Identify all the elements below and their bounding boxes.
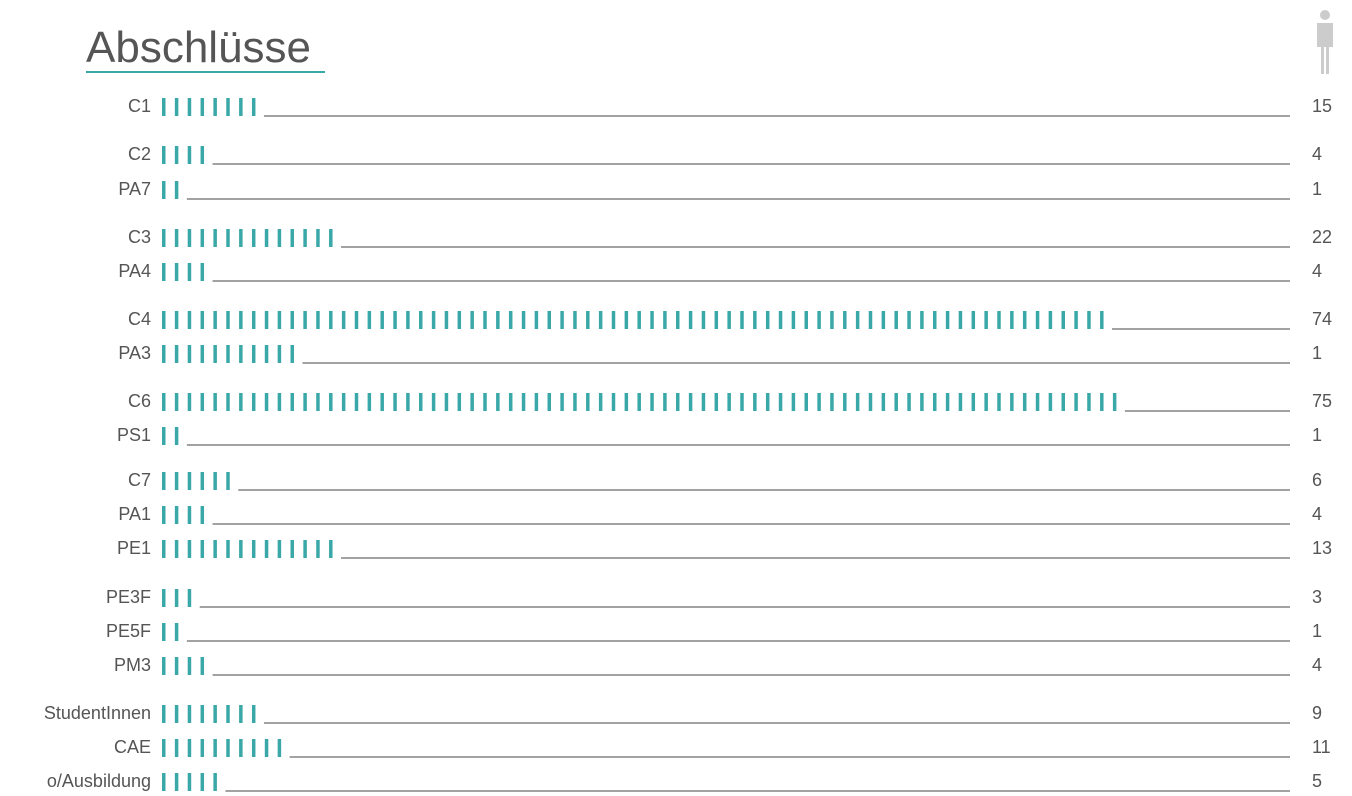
tally-bar <box>162 589 192 607</box>
row-label: CAE <box>114 737 151 757</box>
row-value: 3 <box>1312 587 1322 607</box>
row-label: PS1 <box>117 425 151 445</box>
tally-bar <box>162 657 205 675</box>
row-value: 6 <box>1312 470 1322 490</box>
tally-bar <box>162 427 179 445</box>
tally-bar <box>162 345 294 363</box>
row-value: 1 <box>1312 621 1322 641</box>
row-value: 1 <box>1312 179 1322 199</box>
row-label: C2 <box>128 144 151 164</box>
row-value: 15 <box>1312 96 1332 116</box>
row-value: 4 <box>1312 504 1322 524</box>
row-label: PM3 <box>114 655 151 675</box>
tally-bar <box>162 773 217 791</box>
tally-bar <box>162 393 1117 411</box>
row-value: 4 <box>1312 261 1322 281</box>
row-value: 4 <box>1312 655 1322 675</box>
row-value: 1 <box>1312 343 1322 363</box>
row-value: 1 <box>1312 425 1322 445</box>
row-label: o/Ausbildung <box>47 771 151 791</box>
tally-bar <box>162 146 205 164</box>
tally-bar <box>162 472 230 490</box>
tally-bar <box>162 739 282 757</box>
person-icon <box>1317 10 1333 74</box>
row-value: 74 <box>1312 309 1332 329</box>
row-label: PE3F <box>106 587 151 607</box>
row-label: PE5F <box>106 621 151 641</box>
tally-bar <box>162 229 333 247</box>
row-label: C7 <box>128 470 151 490</box>
row-value: 4 <box>1312 144 1322 164</box>
row-value: 5 <box>1312 771 1322 791</box>
row-label: C3 <box>128 227 151 247</box>
tally-bar <box>162 540 333 558</box>
tally-bar <box>162 98 256 116</box>
tally-bar <box>162 705 256 723</box>
chart-title: Abschlüsse <box>86 23 311 72</box>
row-value: 22 <box>1312 227 1332 247</box>
row-label: PA7 <box>118 179 151 199</box>
row-value: 75 <box>1312 391 1332 411</box>
row-value: 11 <box>1312 737 1331 757</box>
row-label: C4 <box>128 309 151 329</box>
tally-bar <box>162 263 205 281</box>
row-value: 9 <box>1312 703 1322 723</box>
row-label: C6 <box>128 391 151 411</box>
tally-bar <box>162 311 1104 329</box>
row-label: StudentInnen <box>44 703 151 723</box>
row-value: 13 <box>1312 538 1332 558</box>
tally-bar <box>162 623 179 641</box>
row-label: PE1 <box>117 538 151 558</box>
tally-bar <box>162 506 205 524</box>
row-label: PA1 <box>118 504 151 524</box>
tally-bar <box>162 181 179 199</box>
row-label: C1 <box>128 96 151 116</box>
row-label: PA4 <box>118 261 151 281</box>
row-label: PA3 <box>118 343 151 363</box>
